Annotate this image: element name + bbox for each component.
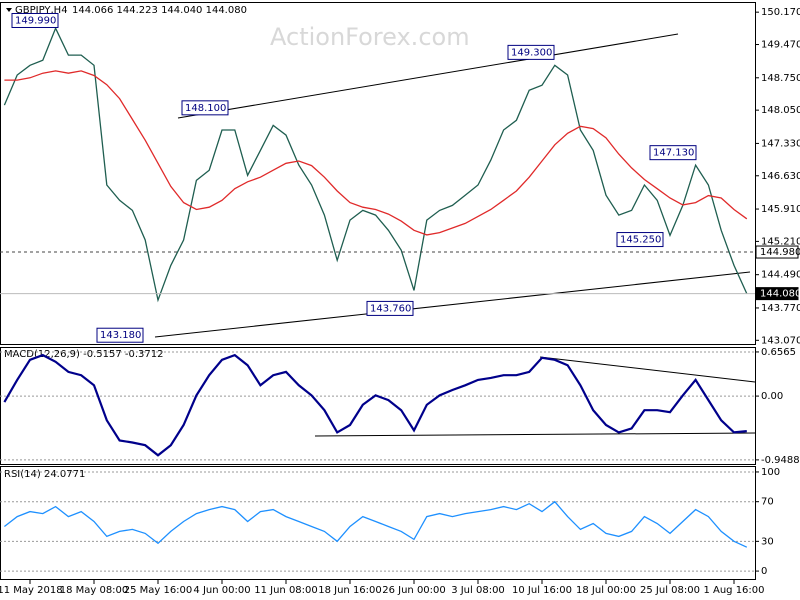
trendline (539, 356, 756, 383)
y-tick-label: 147.330 (761, 138, 800, 149)
price-panel (0, 2, 756, 345)
series-line (3, 353, 747, 457)
trendline (177, 33, 679, 119)
price-label: 143.760 (370, 303, 411, 314)
price-label: 148.100 (185, 103, 226, 114)
x-tick-label: 18 Jul 00:00 (576, 585, 636, 596)
x-tick-label: 3 Jul 08:00 (451, 585, 505, 596)
x-tick-label: 11 Jun 08:00 (254, 585, 318, 596)
y-tick-label: 0.6565 (761, 347, 796, 358)
level-label: 144.080 (760, 289, 800, 300)
x-tick-label: 11 May 2018 (0, 585, 63, 596)
watermark: ActionForex.com (270, 23, 470, 51)
price-label: 145.250 (620, 235, 661, 246)
x-tick-label: 26 Jun 00:00 (382, 585, 446, 596)
price-label: 149.300 (511, 47, 552, 58)
menu-arrow (6, 8, 12, 12)
rsi-panel (0, 466, 756, 580)
macd-panel (0, 347, 756, 465)
price-label: 143.180 (100, 330, 141, 341)
y-tick-label: 0.00 (761, 391, 783, 402)
price-label-box (507, 44, 555, 60)
x-tick-label: 4 Jun 00:00 (193, 585, 250, 596)
y-tick-label: -0.9488 (761, 455, 800, 466)
level-label: 144.980 (760, 247, 800, 258)
price-label-box (366, 300, 414, 316)
series-line (4, 70, 748, 236)
y-tick-label: 148.750 (761, 73, 800, 84)
x-tick-label: 25 Jul 08:00 (640, 585, 700, 596)
rsi-title: RSI(14) 24.0771 (4, 469, 85, 480)
y-tick-label: 144.490 (761, 270, 800, 281)
series-line (3, 26, 748, 303)
y-tick-label: 0 (761, 566, 767, 577)
y-tick-label: 143.070 (761, 335, 800, 346)
y-tick-label: 100 (761, 467, 780, 478)
y-tick-label: 145.910 (761, 204, 800, 215)
x-tick-label: 10 Jul 16:00 (512, 585, 572, 596)
price-label: 147.130 (653, 148, 694, 159)
y-tick-label: 70 (761, 497, 774, 508)
series-line (4, 500, 748, 548)
level-box (755, 287, 799, 301)
price-label-box (616, 232, 664, 248)
y-tick-label: 150.170 (761, 7, 800, 18)
price-label-box (96, 327, 144, 343)
x-tick-label: 18 Jun 16:00 (318, 585, 382, 596)
macd-title: MACD(12,26,9) -0.5157 -0.3712 (4, 349, 164, 360)
y-tick-label: 148.050 (761, 105, 800, 116)
y-tick-label: 143.770 (761, 303, 800, 314)
price-label-box (181, 100, 229, 116)
price-label-box (11, 12, 59, 28)
price-label: 149.990 (15, 15, 56, 26)
trendline (154, 271, 751, 338)
price-label-box (649, 145, 697, 161)
x-tick-label: 18 May 08:00 (60, 585, 129, 596)
level-box (755, 245, 799, 259)
x-tick-label: 1 Aug 16:00 (703, 585, 764, 596)
x-tick-label: 25 May 16:00 (124, 585, 193, 596)
trendline (314, 432, 756, 437)
symbol: GBPJPY,H4 (15, 5, 68, 16)
ohlc: 144.066 144.223 144.040 144.080 (72, 5, 247, 16)
y-tick-label: 149.470 (761, 40, 800, 51)
y-tick-label: 146.630 (761, 171, 800, 182)
y-tick-label: 145.210 (761, 236, 800, 247)
y-tick-label: 30 (761, 536, 774, 547)
